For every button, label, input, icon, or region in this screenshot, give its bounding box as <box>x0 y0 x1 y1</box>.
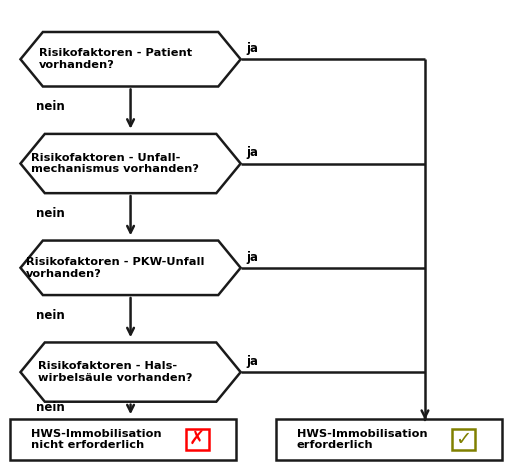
FancyBboxPatch shape <box>185 429 209 450</box>
Text: ja: ja <box>247 355 259 368</box>
Text: Risikofaktoren - Unfall-
mechanismus vorhanden?: Risikofaktoren - Unfall- mechanismus vor… <box>31 153 199 174</box>
FancyBboxPatch shape <box>10 419 236 460</box>
Text: HWS-Immobilisation
nicht erforderlich: HWS-Immobilisation nicht erforderlich <box>31 429 161 450</box>
Text: ja: ja <box>247 251 259 264</box>
Text: ja: ja <box>247 146 259 159</box>
Text: nein: nein <box>36 100 65 113</box>
Text: Risikofaktoren - Patient
vorhanden?: Risikofaktoren - Patient vorhanden? <box>38 48 192 70</box>
FancyBboxPatch shape <box>452 429 475 450</box>
Text: ja: ja <box>247 42 259 55</box>
Polygon shape <box>20 342 241 402</box>
Polygon shape <box>20 32 241 87</box>
Polygon shape <box>20 241 241 295</box>
Text: Risikofaktoren - Hals-
wirbelsäule vorhanden?: Risikofaktoren - Hals- wirbelsäule vorha… <box>38 361 193 383</box>
Text: ✓: ✓ <box>455 430 472 449</box>
Text: nein: nein <box>36 207 65 220</box>
Text: HWS-Immobilisation
erforderlich: HWS-Immobilisation erforderlich <box>297 429 428 450</box>
Text: nein: nein <box>36 401 65 414</box>
FancyBboxPatch shape <box>276 419 502 460</box>
Text: Risikofaktoren - PKW-Unfall
vorhanden?: Risikofaktoren - PKW-Unfall vorhanden? <box>26 257 204 279</box>
Text: nein: nein <box>36 309 65 322</box>
Polygon shape <box>20 134 241 193</box>
Text: ✗: ✗ <box>189 430 205 449</box>
